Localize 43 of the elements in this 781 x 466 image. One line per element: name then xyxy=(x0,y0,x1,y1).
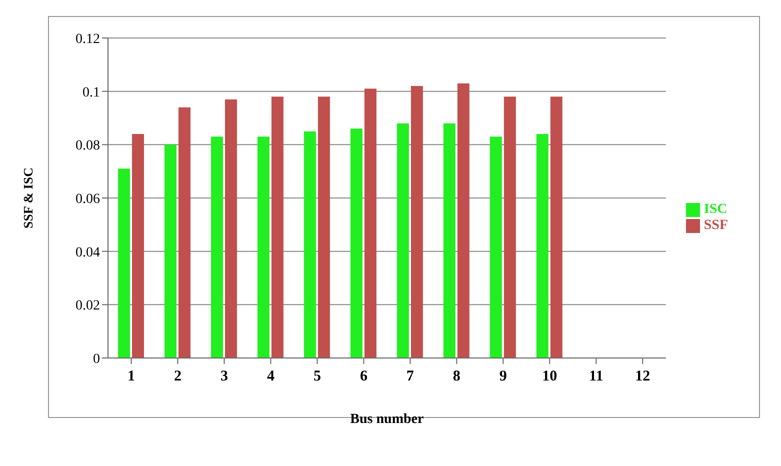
x-tick-label: 12 xyxy=(635,368,650,385)
bar xyxy=(536,134,548,358)
x-axis-title: Bus number xyxy=(350,412,424,427)
x-tick-label: 2 xyxy=(174,368,182,385)
bar xyxy=(550,96,562,358)
x-tick-label: 3 xyxy=(220,368,228,385)
bar xyxy=(350,128,362,358)
legend-label: SSF xyxy=(704,218,728,233)
bar xyxy=(396,123,409,358)
bar xyxy=(304,131,316,358)
y-tick-label: 0.12 xyxy=(76,32,100,47)
y-tick-label: 0.04 xyxy=(76,245,100,260)
bar xyxy=(210,136,223,358)
legend-label: ISC xyxy=(704,202,728,217)
bar xyxy=(318,96,330,358)
bar xyxy=(490,136,502,358)
y-tick-label: 0.1 xyxy=(82,85,100,100)
bar xyxy=(364,88,376,358)
bar xyxy=(410,86,423,358)
bar xyxy=(443,123,456,358)
x-tick-label: 10 xyxy=(542,368,558,385)
x-tick-label: 11 xyxy=(589,368,604,385)
bar xyxy=(178,107,190,358)
x-tick-label: 1 xyxy=(127,368,135,385)
y-tick-label: 0.08 xyxy=(76,138,100,154)
y-axis-title: SSF & ISC xyxy=(20,168,36,228)
x-tick-label: 8 xyxy=(452,368,460,385)
x-tick-label: 6 xyxy=(360,368,368,385)
x-tick-label: 7 xyxy=(406,368,414,385)
x-tick-label: 4 xyxy=(266,368,275,385)
bar xyxy=(118,168,130,358)
x-tick-label: 9 xyxy=(499,368,507,385)
bar xyxy=(504,96,516,358)
bar xyxy=(132,134,144,358)
bar xyxy=(271,96,284,358)
y-tick-label: 0 xyxy=(93,352,100,367)
x-tick-label: 5 xyxy=(313,368,321,385)
bar xyxy=(257,136,270,358)
y-tick-label: 0.06 xyxy=(76,192,100,207)
bar xyxy=(164,144,176,358)
bar xyxy=(224,99,237,358)
bar xyxy=(457,83,470,358)
y-tick-label: 0.02 xyxy=(76,298,100,314)
